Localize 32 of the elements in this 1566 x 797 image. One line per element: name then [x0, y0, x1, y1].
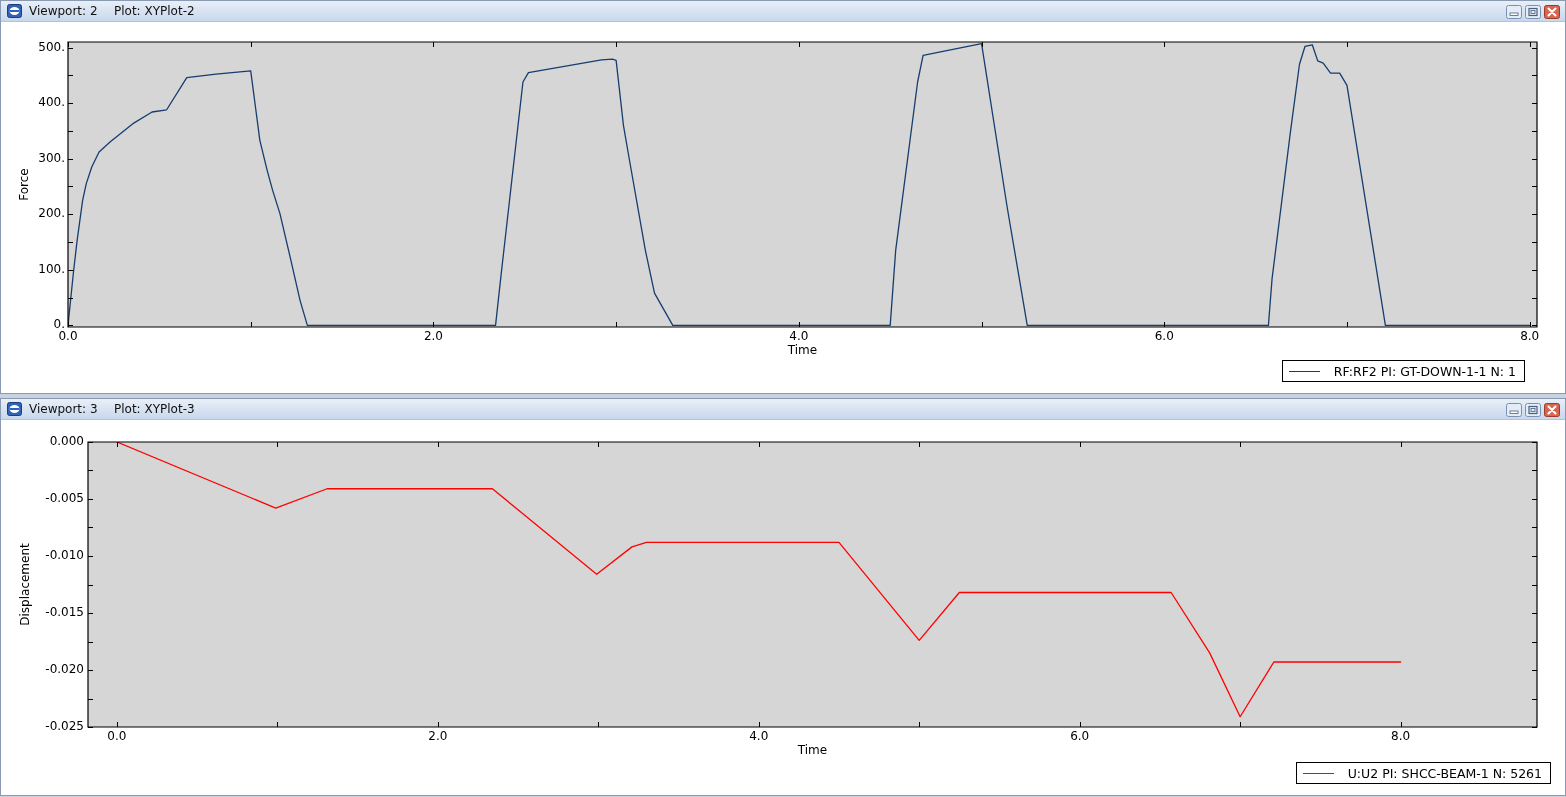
y-tick-label: -0.015: [45, 605, 84, 620]
y-tick-label: 200.: [38, 206, 65, 221]
chart-title: Viewport: 2: [29, 4, 98, 18]
x-tick-label: 4.0: [789, 329, 809, 344]
y-tick-label: 100.: [38, 261, 65, 276]
y-tick-label: 400.: [38, 95, 65, 110]
x-tick-label: 2.0: [428, 729, 448, 744]
y-tick-label: -0.005: [45, 491, 84, 506]
x-tick-label: 8.0: [1520, 329, 1540, 344]
x-tick-label: 0.0: [58, 329, 78, 344]
legend-label: U:U2 PI: SHCC-BEAM-1 N: 5261: [1347, 765, 1542, 781]
x-tick-label: 0.0: [107, 729, 127, 744]
y-tick-label: 0.000: [49, 434, 84, 449]
y-tick-label: -0.010: [45, 548, 84, 563]
x-tick-label: 6.0: [1070, 729, 1090, 744]
y-axis-title: Force: [17, 168, 32, 201]
chart-subtitle: Plot: XYPlot-2: [114, 4, 195, 18]
y-tick-label: -0.025: [45, 719, 84, 734]
y-tick-label: 0.: [53, 317, 65, 332]
legend-label: RF:RF2 PI: GT-DOWN-1-1 N: 1: [1333, 363, 1516, 379]
chart-subtitle: Plot: XYPlot-3: [114, 402, 195, 416]
y-axis-title: Displacement: [18, 542, 33, 626]
y-tick-label: -0.020: [45, 662, 84, 677]
x-tick-label: 2.0: [423, 329, 443, 344]
x-tick-label: 6.0: [1154, 329, 1174, 344]
y-tick-label: 300.: [38, 150, 65, 165]
y-tick-label: 500.: [38, 39, 65, 54]
chart-title: Viewport: 3: [29, 402, 98, 416]
x-tick-label: 4.0: [749, 729, 769, 744]
x-tick-label: 8.0: [1391, 729, 1411, 744]
x-axis-title: Time: [786, 342, 818, 357]
x-axis-title: Time: [796, 742, 828, 757]
